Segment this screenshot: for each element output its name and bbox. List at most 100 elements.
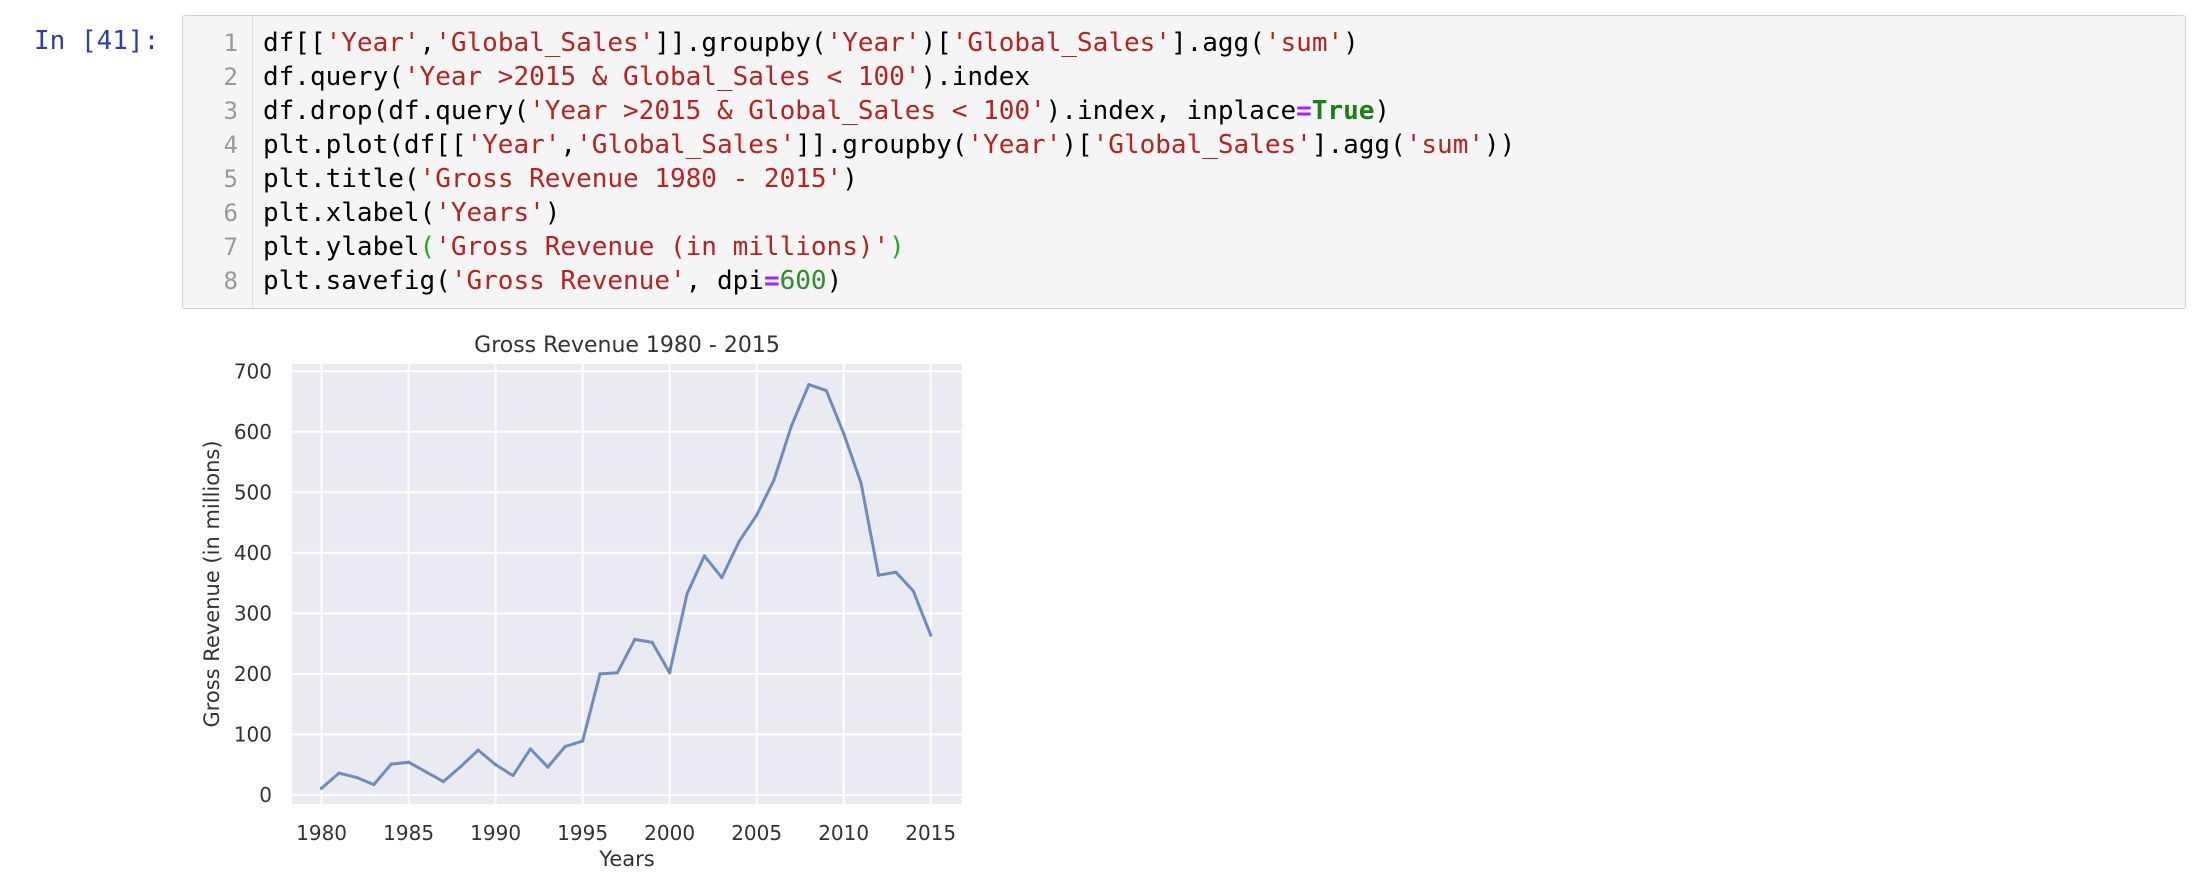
data-point (598, 672, 602, 676)
code-token: 'sum' (1264, 28, 1344, 58)
data-point (929, 633, 933, 637)
data-point (372, 783, 376, 787)
code-token: 'Year' (967, 130, 1062, 160)
y-tick-label: 600 (234, 420, 272, 444)
line-number-gutter: 1 2 3 4 5 6 7 8 (183, 16, 253, 308)
data-point (441, 780, 446, 784)
code-token: = (1296, 96, 1312, 126)
data-point (459, 764, 463, 769)
code-token: plt.title( (263, 164, 420, 194)
data-point (528, 747, 533, 751)
series-line (320, 383, 933, 790)
code-token: 'Year' (466, 130, 561, 160)
code-token: 'Global_Sales' (435, 28, 655, 58)
code-token: plt.savefig( (263, 266, 451, 296)
code-token: plt.plot(df[[ (263, 130, 467, 160)
code-token: 'Year >2015 & Global_Sales < 100' (403, 62, 921, 92)
data-point (894, 570, 898, 574)
x-axis-label: Years (598, 847, 654, 871)
y-tick-label: 500 (234, 480, 272, 504)
code-line[interactable]: plt.savefig('Gross Revenue', dpi=600) (263, 264, 842, 298)
y-tick-label: 300 (234, 601, 272, 625)
data-point (389, 762, 393, 766)
code-token: df.drop(df.query( (263, 96, 530, 126)
code-token: 'Global_Sales' (951, 28, 1171, 58)
code-token: ].agg( (1311, 130, 1406, 160)
x-tick-label: 2000 (644, 821, 695, 845)
y-tick-label: 100 (234, 722, 272, 746)
x-tick-label: 2010 (818, 821, 869, 845)
data-point (720, 576, 724, 580)
code-line[interactable]: df.drop(df.query('Year >2015 & Global_Sa… (263, 94, 1390, 128)
x-tick-label: 1985 (383, 821, 434, 845)
code-line[interactable]: plt.plot(df[['Year','Global_Sales']].gro… (263, 128, 1515, 162)
data-point (511, 773, 515, 778)
y-tick-label: 0 (259, 783, 272, 807)
x-tick-label: 1990 (470, 821, 521, 845)
line-number: 8 (223, 267, 238, 295)
line-number: 1 (223, 29, 238, 57)
code-token: 'Global_Sales' (1092, 130, 1312, 160)
line-number: 5 (223, 165, 238, 193)
code-token: 600 (779, 266, 827, 296)
data-point (424, 770, 428, 774)
data-point (685, 592, 689, 596)
code-token: ]].groupby( (795, 130, 968, 160)
data-point (842, 432, 846, 436)
code-token: plt.xlabel( (263, 198, 436, 228)
code-token: 'Gross Revenue' (450, 266, 686, 296)
code-token: ) (842, 164, 858, 194)
line-number: 2 (223, 63, 238, 91)
line-number: 3 (223, 97, 238, 125)
cell-output: 0 100 200 300 400 500 600 700 1980 1985 1990 1995 20… (182, 322, 1012, 882)
code-token: 'Global_Sales' (576, 130, 796, 160)
code-token: 'Year' (325, 28, 420, 58)
code-token: , (419, 28, 436, 58)
data-point (911, 589, 915, 593)
code-token: 'Gross Revenue 1980 - 2015' (419, 164, 843, 194)
data-point (494, 763, 498, 767)
code-line[interactable]: plt.ylabel('Gross Revenue (in millions)'… (263, 230, 905, 264)
code-token: ) (889, 232, 905, 262)
x-tick-label: 1980 (296, 821, 347, 845)
line-chart: 0 100 200 300 400 500 600 700 1980 1985 1990 1995 20… (200, 333, 962, 871)
code-token: )[ (920, 28, 952, 58)
data-point (702, 554, 707, 558)
data-point (824, 389, 828, 393)
line-number: 4 (223, 131, 238, 159)
code-token: ( (419, 232, 436, 262)
data-point (737, 539, 741, 543)
code-token: ) (1343, 28, 1359, 58)
data-point (354, 775, 358, 779)
code-token: ) (1374, 96, 1391, 126)
code-line[interactable]: plt.title('Gross Revenue 1980 - 2015') (263, 162, 858, 196)
data-point (859, 481, 863, 485)
data-point (807, 382, 811, 387)
code-token: df[[ (263, 28, 326, 58)
code-token: 'Years' (435, 198, 545, 228)
code-line[interactable]: df[['Year','Global_Sales']].groupby('Yea… (263, 26, 1359, 60)
data-point (615, 671, 620, 675)
data-point (319, 786, 324, 790)
data-point (633, 637, 637, 641)
cell-prompt: In [41]: (34, 26, 160, 56)
code-token: True (1311, 96, 1375, 126)
x-tick-label: 2015 (905, 821, 956, 845)
code-token: ].agg( (1170, 28, 1265, 58)
y-axis-label: Gross Revenue (in millions) (200, 440, 224, 727)
code-token: ) (544, 198, 561, 228)
data-point (581, 739, 585, 743)
code-token: 'Year >2015 & Global_Sales < 100' (529, 96, 1046, 126)
code-token: 'sum' (1405, 130, 1485, 160)
data-point (650, 640, 654, 645)
code-token: ).index (920, 62, 1031, 92)
code-token: = (763, 266, 780, 296)
code-line[interactable]: plt.xlabel('Years') (263, 196, 560, 230)
code-token: )) (1484, 130, 1516, 160)
y-tick-label: 400 (234, 541, 272, 565)
line-number: 6 (223, 199, 238, 227)
code-line[interactable]: df.query('Year >2015 & Global_Sales < 10… (263, 60, 1030, 94)
code-token: 'Gross Revenue (in millions)' (435, 232, 890, 262)
code-token: , (560, 130, 577, 160)
